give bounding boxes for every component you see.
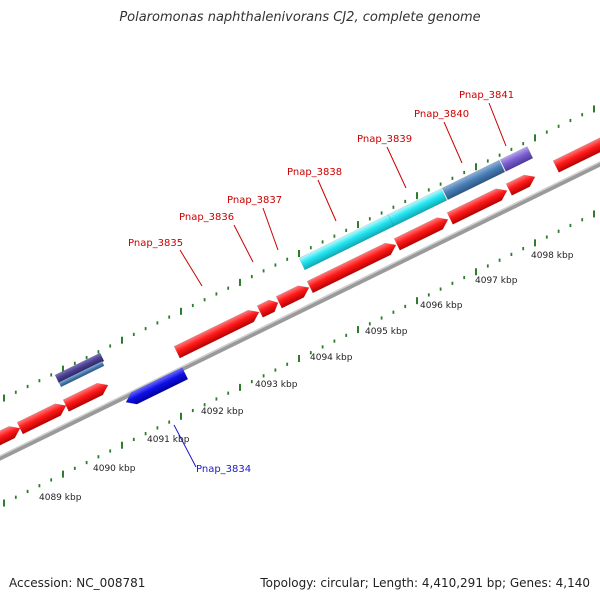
gene-block <box>505 174 536 196</box>
gene-label: Pnap_3838 <box>287 167 342 178</box>
gene-label: Pnap_3836 <box>179 212 234 223</box>
scale-label: 4095 kbp <box>365 327 408 337</box>
feature-block <box>54 352 105 384</box>
leader-line <box>488 102 507 147</box>
gene-label: Pnap_3835 <box>128 238 183 249</box>
leader-line <box>443 121 463 164</box>
gene-label: Pnap_3840 <box>414 109 469 120</box>
gene-block <box>306 242 397 294</box>
accession-text: Accession: NC_008781 <box>9 576 146 590</box>
leader-line <box>173 424 197 468</box>
scale-label: 4096 kbp <box>420 301 463 311</box>
gene-label: Pnap_3839 <box>357 134 412 145</box>
scale-label: 4091 kbp <box>147 435 190 445</box>
gene-labels: Pnap_3835 Pnap_3836 Pnap_3837 Pnap_3838 Pnap… <box>128 90 514 475</box>
gene-label: Pnap_3834 <box>196 464 251 475</box>
genome-backbone <box>0 130 600 470</box>
feature-block <box>387 188 448 227</box>
feature-block <box>58 360 105 388</box>
scale-label: 4089 kbp <box>39 493 82 503</box>
leader-line <box>233 224 254 263</box>
leader-line <box>262 207 279 251</box>
backbone-highlight <box>0 130 600 466</box>
gene-features <box>0 133 600 449</box>
scale-label: 4098 kbp <box>531 251 574 261</box>
gene-block <box>446 188 508 225</box>
genome-title: Polaromonas naphthalenivorans CJ2, compl… <box>119 10 481 25</box>
scale-label: 4090 kbp <box>93 464 136 474</box>
gene-label: Pnap_3837 <box>227 195 282 206</box>
gene-block <box>0 426 21 449</box>
feature-block <box>298 214 395 271</box>
leader-line <box>317 179 337 222</box>
gene-block <box>393 217 449 251</box>
genome-summary-text: Topology: circular; Length: 4,410,291 bp… <box>260 576 590 590</box>
gene-block <box>173 309 260 359</box>
feature-block <box>499 146 534 172</box>
feature-block <box>441 159 506 201</box>
gene-block <box>256 299 279 318</box>
backbone-line <box>0 130 600 470</box>
gene-block <box>125 367 189 405</box>
leader-line <box>179 249 203 287</box>
scale-label: 4092 kbp <box>201 407 244 417</box>
upper-tick-track <box>3 105 595 402</box>
scale-label: 4097 kbp <box>475 276 518 286</box>
scale-labels: 4089 kbp 4090 kbp 4091 kbp 4092 kbp 4093 kbp… <box>39 251 574 503</box>
lower-scale-track <box>3 210 595 507</box>
gene-label: Pnap_3841 <box>459 90 514 101</box>
leader-line <box>386 146 407 189</box>
scale-label: 4093 kbp <box>255 380 298 390</box>
gene-block <box>16 403 67 435</box>
gene-block <box>552 133 600 173</box>
gene-block <box>62 382 109 412</box>
gene-block <box>275 285 310 309</box>
scale-label: 4094 kbp <box>310 353 353 363</box>
